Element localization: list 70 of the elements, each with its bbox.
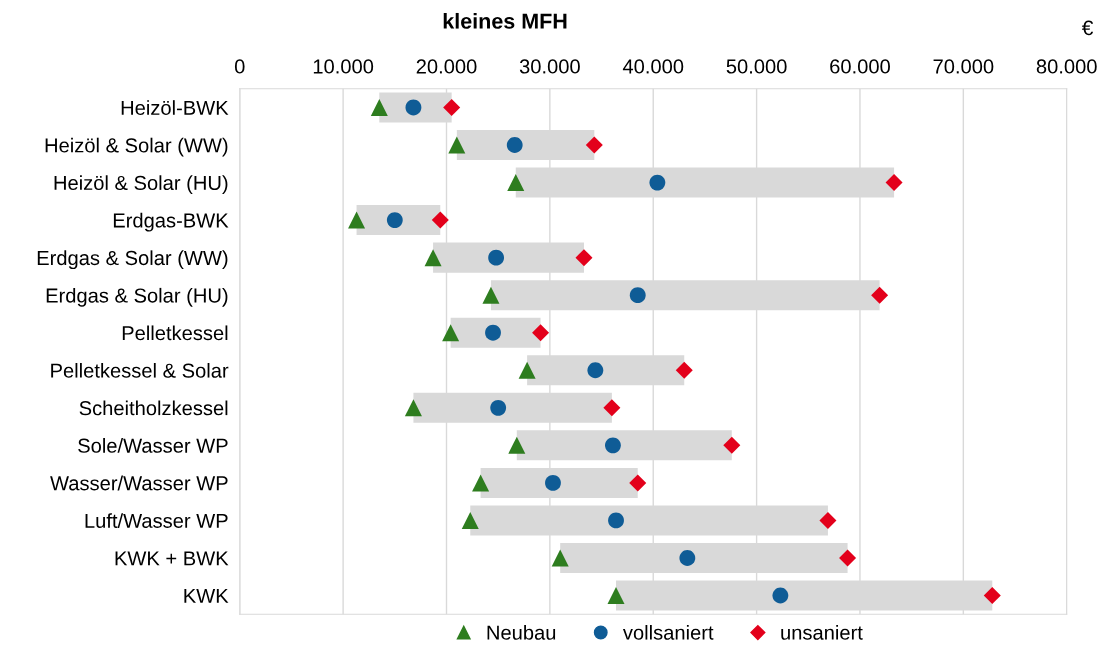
- y-tick-label: Pelletkessel & Solar: [51, 362, 229, 378]
- y-tick-label: Heizöl & Solar (HU): [54, 175, 228, 195]
- x-tick-label: 60.000: [830, 59, 890, 74]
- point: [629, 287, 646, 304]
- legend-label: vollsaniert: [622, 624, 714, 640]
- x-tick-label: 50.000: [726, 59, 787, 74]
- point: [983, 587, 1001, 605]
- point: [488, 249, 505, 266]
- y-tick-label: Heizöl-BWK: [121, 100, 229, 115]
- point: [772, 587, 789, 604]
- point: [443, 98, 461, 116]
- y-tick-label: Luft/Wasser WP: [85, 513, 228, 528]
- point: [885, 174, 903, 192]
- point: [532, 324, 550, 342]
- point: [605, 437, 621, 454]
- point: [404, 399, 422, 417]
- point: [545, 474, 561, 491]
- point: [675, 361, 693, 379]
- chart-title: kleines MFH: [443, 12, 567, 29]
- point: [424, 249, 442, 267]
- point: [871, 286, 889, 304]
- x-tick-label: 0: [234, 59, 245, 74]
- y-tick-label: Heizöl & Solar (WW): [45, 137, 228, 157]
- point: [679, 550, 696, 566]
- y-tick-label: Wasser/Wasser WP: [50, 475, 228, 491]
- point: [587, 362, 604, 379]
- point: [608, 512, 624, 529]
- point: [629, 474, 647, 492]
- point: [518, 361, 536, 379]
- y-tick-label: Erdgas & Solar (HU): [46, 287, 228, 307]
- point: [607, 587, 625, 605]
- point: [506, 137, 523, 153]
- point: [490, 399, 507, 416]
- point: [405, 99, 422, 116]
- legend-label: Neubau: [487, 624, 556, 640]
- point: [485, 324, 501, 341]
- point: [472, 474, 490, 492]
- x-tick-label: 80.000: [1036, 59, 1097, 74]
- point: [508, 436, 526, 454]
- y-tick-label: Pelletkessel: [122, 325, 228, 341]
- x-tick-label: 40.000: [622, 59, 684, 74]
- point: [370, 98, 388, 116]
- y-tick-label: Scheitholzkessel: [79, 400, 228, 416]
- x-tick-label: 30.000: [519, 59, 580, 74]
- point: [839, 549, 857, 567]
- point: [819, 511, 837, 529]
- point: [348, 211, 366, 229]
- point: [448, 136, 466, 154]
- point: [507, 174, 525, 192]
- x-tick-label: 10.000: [313, 59, 374, 74]
- point: [482, 286, 500, 304]
- y-tick-label: Erdgas & Solar (WW): [37, 250, 228, 270]
- y-tick-label: KWK: [184, 588, 229, 603]
- point: [551, 549, 569, 567]
- point: [723, 436, 741, 454]
- y-tick-label: KWK + BWK: [115, 551, 229, 566]
- y-tick-label: Erdgas-BWK: [113, 212, 229, 232]
- x-tick-label: 70.000: [933, 59, 994, 74]
- point: [461, 511, 479, 529]
- point: [442, 324, 460, 342]
- x-tick-label: 20.000: [416, 59, 477, 74]
- legend-label: unsaniert: [781, 624, 863, 640]
- point: [575, 249, 593, 267]
- point: [603, 399, 621, 417]
- point: [649, 174, 666, 191]
- y-tick-label: Sole/Wasser WP: [78, 438, 228, 453]
- point: [386, 212, 403, 229]
- text: €: [1081, 20, 1094, 36]
- point: [585, 136, 603, 154]
- point: [431, 211, 449, 229]
